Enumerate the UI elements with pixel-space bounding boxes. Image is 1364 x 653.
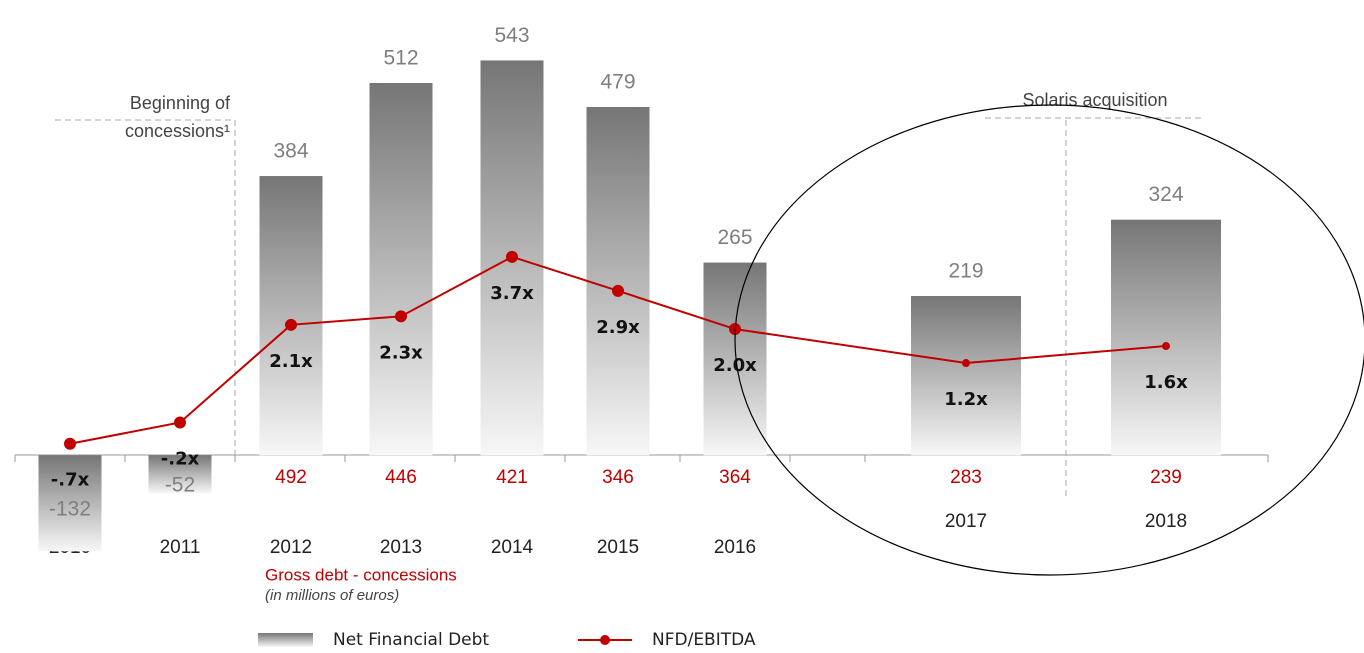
- line-point: [174, 416, 186, 429]
- x-tick-label: 2011: [160, 537, 201, 558]
- line-point: [962, 359, 970, 368]
- bar: [148, 455, 212, 494]
- ratio-label: 2.3x: [379, 342, 423, 363]
- ratio-label: 1.6x: [1144, 372, 1188, 393]
- legend-label: Net Financial Debt: [333, 630, 489, 650]
- bar: [1111, 219, 1221, 456]
- annotation: Beginning of: [130, 93, 231, 113]
- bar-value-label: 479: [600, 71, 635, 94]
- line-point: [64, 437, 76, 450]
- bar-value-label: -132: [49, 497, 91, 520]
- ratio-label: 2.9x: [596, 317, 640, 338]
- bar-value-label: -52: [165, 473, 195, 496]
- x-tick-label: 2018: [1145, 511, 1187, 532]
- gross-debt-value: 421: [496, 467, 528, 488]
- bar-value-label: 543: [494, 24, 529, 47]
- gross-debt-value: 239: [1150, 467, 1182, 488]
- gross-debt-value: 346: [602, 467, 634, 488]
- plot: 2010201120124922013446201442120153462016…: [14, 24, 1269, 558]
- gross-debt-value: 283: [950, 467, 982, 488]
- x-tick-label: 2012: [270, 537, 312, 558]
- ratio-label: 2.1x: [269, 351, 313, 372]
- gross-debt-value: 492: [275, 467, 307, 488]
- bar-value-label: 384: [273, 140, 308, 163]
- line-point: [1162, 342, 1170, 351]
- gross-debt-value: 446: [385, 467, 417, 488]
- ratio-label: 2.0x: [713, 355, 757, 376]
- ratio-label: 1.2x: [944, 389, 988, 410]
- bar-value-label: 219: [948, 260, 983, 283]
- x-tick-label: 2016: [714, 537, 756, 558]
- x-tick-label: 2017: [945, 511, 987, 532]
- bar-value-label: 265: [717, 226, 752, 249]
- highlight-circle: [734, 104, 1364, 576]
- bar: [911, 296, 1021, 456]
- annotation: Solaris acquisition: [1022, 90, 1167, 110]
- bar: [369, 82, 433, 456]
- gross-debt-value: 364: [719, 467, 751, 488]
- ratio-label: 3.7x: [490, 283, 534, 304]
- ratio-label: -.2x: [161, 449, 200, 470]
- legend-swatch: [258, 633, 313, 647]
- x-tick-label: 2013: [380, 537, 422, 558]
- ratio-label: -.7x: [51, 470, 90, 491]
- x-tick-label: 2014: [491, 537, 534, 558]
- x-tick-label: 2015: [597, 537, 639, 558]
- legend-label: NFD/EBITDA: [652, 630, 756, 650]
- bar: [586, 106, 650, 456]
- line-point: [285, 318, 297, 331]
- line-point: [506, 250, 518, 263]
- bar-value-label: 324: [1148, 183, 1183, 206]
- bar: [259, 176, 323, 456]
- bar-value-label: 512: [383, 47, 418, 70]
- bar: [38, 455, 102, 552]
- line-point: [612, 284, 624, 297]
- gross-debt-label: Gross debt - concessions: [265, 565, 457, 584]
- annotation: concessions¹: [125, 121, 230, 141]
- legend-swatch: [600, 635, 610, 645]
- unit-note: (in millions of euros): [265, 587, 399, 604]
- line-point: [395, 310, 407, 323]
